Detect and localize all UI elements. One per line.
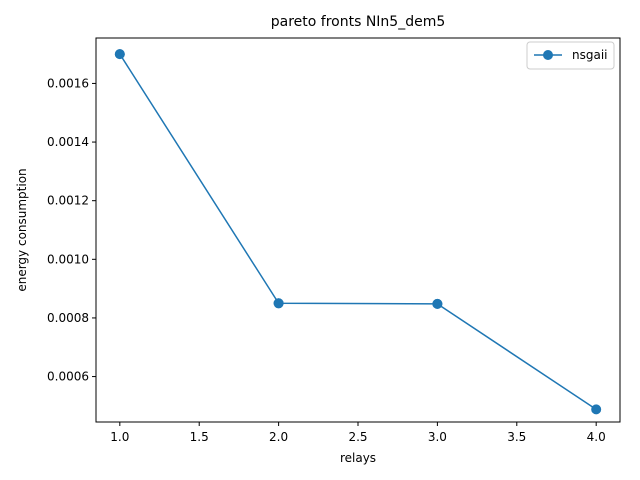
x-tick-label: 1.0 xyxy=(110,430,129,444)
legend: nsgaii xyxy=(526,41,615,70)
legend-series-label: nsgaii xyxy=(572,48,608,62)
legend-series-marker xyxy=(543,50,553,60)
plot-line-layer xyxy=(119,53,597,411)
series-line-nsgaii xyxy=(119,53,597,411)
y-tick-label: 0.0016 xyxy=(47,76,89,90)
x-axis-ticks: 1.0 1.5 2.0 2.5 3.0 3.5 4.0 xyxy=(110,422,606,444)
x-tick-label: 1.5 xyxy=(190,430,209,444)
x-tick-label: 3.5 xyxy=(507,430,526,444)
data-point xyxy=(432,298,443,309)
legend-box xyxy=(526,41,615,70)
x-tick-label: 4.0 xyxy=(587,430,606,444)
x-tick-label: 2.5 xyxy=(348,430,367,444)
y-tick-label: 0.0010 xyxy=(47,252,89,266)
chart-title: pareto fronts NIn5_dem5 xyxy=(271,14,446,30)
data-point xyxy=(114,49,125,60)
x-tick-label: 2.0 xyxy=(269,430,288,444)
plot-marker-layer xyxy=(114,49,602,415)
x-axis-label: relays xyxy=(340,451,376,465)
x-tick-label: 3.0 xyxy=(428,430,447,444)
y-tick-label: 0.0008 xyxy=(47,311,89,325)
y-axis-label: energy consumption xyxy=(15,168,29,291)
y-tick-label: 0.0006 xyxy=(47,370,89,384)
y-tick-label: 0.0014 xyxy=(47,135,89,149)
data-point xyxy=(591,404,602,415)
y-tick-label: 0.0012 xyxy=(47,194,89,208)
data-point xyxy=(273,298,284,309)
y-axis-ticks: 0.0006 0.0008 0.0010 0.0012 0.0014 0.0016 xyxy=(47,76,96,384)
